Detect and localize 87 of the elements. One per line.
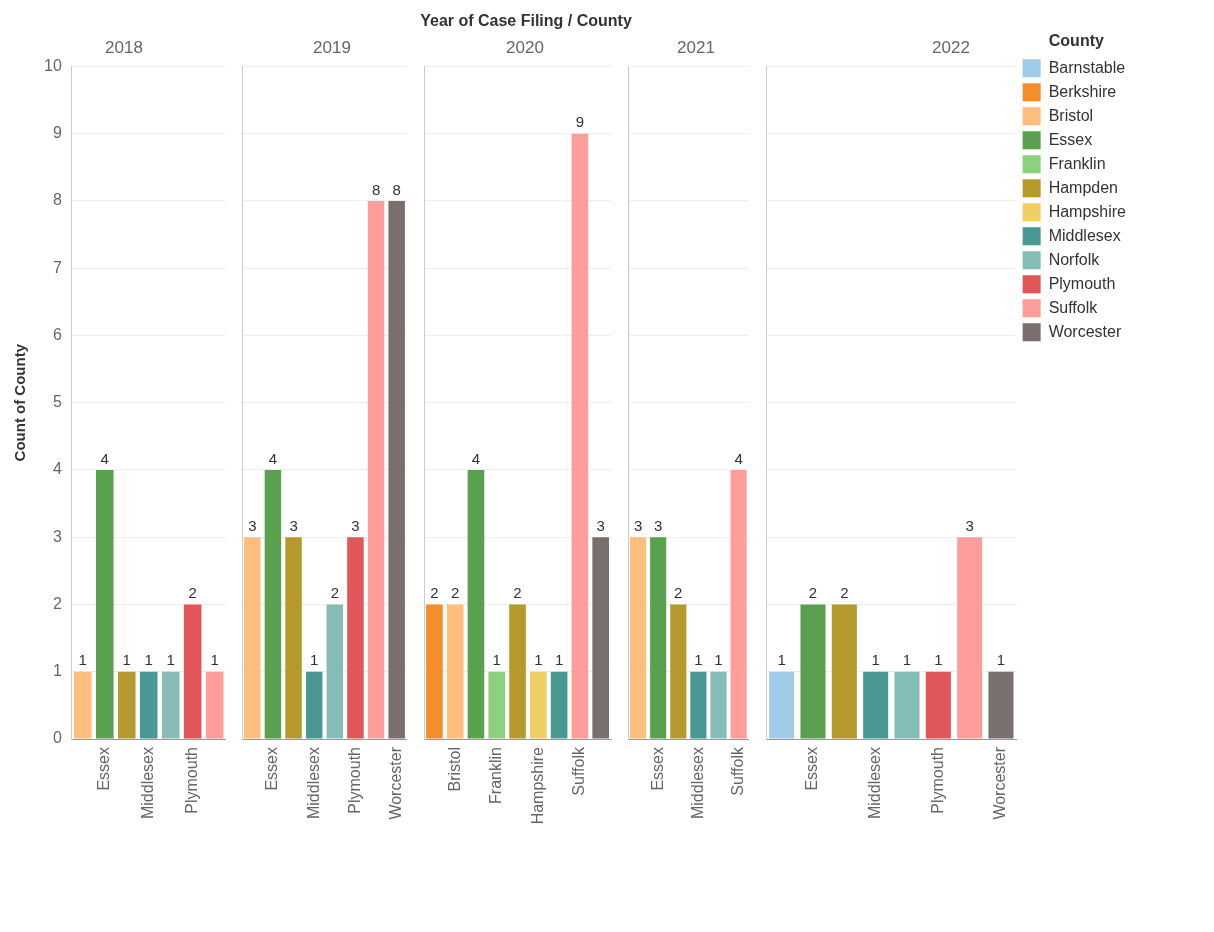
data-label: 2 (513, 584, 522, 602)
y-tick-label: 4 (52, 460, 62, 478)
legend-label: Bristol (1048, 106, 1094, 124)
data-label: 1 (694, 651, 703, 669)
data-label: 1 (934, 651, 943, 669)
legend-label: Suffolk (1048, 298, 1099, 316)
x-axis-title: Year of Case Filing / County (420, 12, 632, 30)
chart-title: 2019 (313, 37, 351, 57)
data-label: 3 (633, 516, 643, 534)
data-label: 1 (166, 651, 175, 669)
y-tick-label: 9 (52, 124, 62, 142)
x-tick-label: Essex (95, 747, 113, 791)
data-label: 1 (902, 651, 912, 669)
data-label: 3 (351, 516, 360, 534)
data-label: 1 (871, 651, 880, 669)
legend-label: Norfolk (1048, 250, 1101, 268)
y-tick-label: 8 (52, 191, 62, 209)
legend-label: Berkshire (1048, 82, 1117, 100)
legend-label: Franklin (1048, 154, 1106, 172)
data-label: 3 (248, 516, 257, 534)
data-label: 1 (554, 651, 564, 669)
x-tick-label: Plymouth (183, 747, 201, 814)
legend-label: Hampshire (1048, 202, 1127, 220)
chart-title: 2018 (105, 37, 143, 57)
x-tick-label: Worcester (387, 746, 405, 820)
data-label: 1 (210, 651, 219, 669)
data-label: 1 (714, 651, 723, 669)
chart-title: 2021 (677, 37, 715, 57)
data-label: 3 (596, 516, 605, 534)
legend-label: Barnstable (1048, 58, 1126, 76)
data-label: 1 (144, 651, 153, 669)
x-tick-label: Franklin (487, 747, 505, 804)
legend-label: Middlesex (1048, 226, 1121, 244)
y-tick-label: 3 (52, 527, 62, 545)
x-tick-label: Essex (803, 747, 821, 791)
data-label: 9 (575, 113, 585, 131)
data-label: 4 (471, 449, 481, 467)
data-label: 2 (451, 584, 460, 602)
y-tick-label: 5 (52, 393, 62, 411)
data-label: 8 (371, 180, 381, 198)
x-tick-label: Middlesex (688, 747, 706, 820)
data-label: 1 (122, 651, 131, 669)
data-label: 4 (734, 449, 743, 467)
legend-label: Hampden (1048, 178, 1119, 196)
y-tick-label: 6 (52, 325, 62, 343)
y-tick-label: 2 (52, 594, 62, 612)
data-label: 1 (310, 651, 319, 669)
legend-label: Plymouth (1048, 274, 1116, 292)
x-tick-label: Essex (648, 747, 666, 791)
x-tick-label: Plymouth (928, 747, 946, 814)
data-label: 1 (534, 651, 543, 669)
data-label: 1 (492, 651, 501, 669)
data-label: 8 (392, 180, 401, 198)
data-label: 2 (188, 584, 197, 602)
data-label: 3 (965, 516, 974, 534)
data-label: 4 (100, 449, 109, 467)
x-tick-label: Hampshire (528, 746, 546, 825)
data-label: 2 (330, 584, 339, 602)
x-tick-label: Middlesex (304, 747, 322, 820)
data-label: 3 (289, 516, 298, 534)
data-label: 4 (268, 449, 278, 467)
x-tick-label: Suffolk (570, 746, 588, 796)
y-tick-label: 10 (44, 56, 62, 74)
legend-label: Essex (1048, 130, 1093, 148)
y-axis-title: Count of County (11, 343, 29, 462)
data-label: 2 (808, 584, 818, 602)
data-label: 2 (840, 584, 849, 602)
legend-title: County (1048, 32, 1104, 50)
x-tick-label: Suffolk (729, 746, 747, 796)
y-tick-label: 7 (52, 258, 62, 276)
x-tick-label: Middlesex (866, 747, 884, 820)
chart-title: 2022 (932, 37, 970, 57)
y-tick-label: 1 (52, 662, 62, 680)
y-tick-label: 0 (52, 729, 62, 747)
legend-label: Worcester (1048, 322, 1122, 340)
data-label: 1 (777, 651, 786, 669)
data-label: 1 (78, 651, 87, 669)
x-tick-label: Plymouth (345, 747, 363, 814)
data-label: 3 (654, 516, 663, 534)
x-tick-label: Middlesex (139, 747, 157, 820)
x-tick-label: Essex (263, 747, 281, 791)
x-tick-label: Worcester (991, 746, 1009, 820)
data-label: 2 (430, 584, 439, 602)
data-label: 2 (674, 584, 683, 602)
data-label: 1 (996, 651, 1006, 669)
x-tick-label: Bristol (445, 747, 463, 792)
chart-title: 2020 (506, 37, 544, 57)
